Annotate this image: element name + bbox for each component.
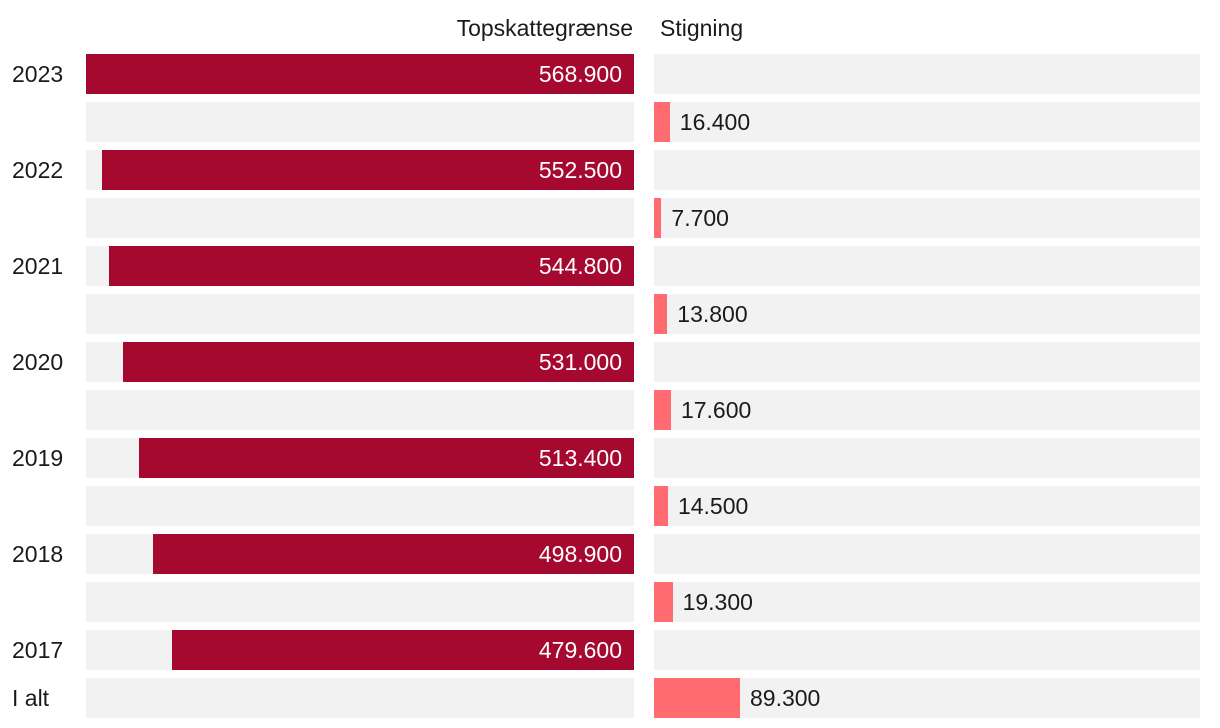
track-left <box>86 582 634 622</box>
track-right <box>654 102 1200 142</box>
row-label: 2023 <box>12 61 64 87</box>
bar-stigning <box>654 486 668 526</box>
bar-topskattegraense <box>153 534 634 574</box>
track-right <box>654 438 1200 478</box>
track-left <box>86 102 634 142</box>
bar-stigning <box>654 102 670 142</box>
data-label: 7.700 <box>671 205 729 231</box>
track-right <box>654 390 1200 430</box>
bar-stigning <box>654 198 662 238</box>
bar-topskattegraense <box>172 630 634 670</box>
data-label: 89.300 <box>750 685 821 711</box>
bar-stigning <box>654 390 671 430</box>
track-right <box>654 486 1200 526</box>
track-right <box>654 678 1200 718</box>
bar-topskattegraense <box>139 438 634 478</box>
row-label: 2022 <box>12 157 64 183</box>
track-left <box>86 486 634 526</box>
track-left <box>86 198 634 238</box>
track-left <box>86 390 634 430</box>
data-label: 498.900 <box>538 541 622 567</box>
bar-stigning <box>654 582 673 622</box>
track-right <box>654 342 1200 382</box>
data-label: 531.000 <box>538 349 622 375</box>
track-right <box>654 630 1200 670</box>
bar-stigning <box>654 294 668 334</box>
header-topskattegraense: Topskattegrænse <box>456 15 633 41</box>
data-label: 568.900 <box>538 61 622 87</box>
bar-topskattegraense <box>122 342 634 382</box>
row-label: 2020 <box>12 349 64 375</box>
row-label: 2018 <box>12 541 64 567</box>
track-right <box>654 582 1200 622</box>
track-left <box>86 294 634 334</box>
data-label: 513.400 <box>538 445 622 471</box>
track-right <box>654 534 1200 574</box>
bar-stigning <box>654 678 740 718</box>
row-label: 2021 <box>12 253 64 279</box>
header-stigning: Stigning <box>660 15 744 41</box>
track-right <box>654 198 1200 238</box>
row-label: 2017 <box>12 637 64 663</box>
data-label: 14.500 <box>677 493 749 519</box>
data-label: 552.500 <box>538 157 622 183</box>
track-right <box>654 54 1200 94</box>
data-label: 479.600 <box>538 637 622 663</box>
data-label: 16.400 <box>679 109 751 135</box>
data-label: 19.300 <box>682 589 753 615</box>
data-label: 13.800 <box>677 301 748 327</box>
bar-topskattegraense <box>101 150 634 190</box>
row-label: 2019 <box>12 445 64 471</box>
bar-topskattegraense <box>109 246 634 286</box>
track-right <box>654 294 1200 334</box>
track-left <box>86 678 634 718</box>
data-label: 17.600 <box>680 397 752 423</box>
track-right <box>654 150 1200 190</box>
bar-topskattegraense <box>86 54 634 94</box>
track-right <box>654 246 1200 286</box>
row-label: I alt <box>12 685 50 711</box>
data-label: 544.800 <box>538 253 622 279</box>
